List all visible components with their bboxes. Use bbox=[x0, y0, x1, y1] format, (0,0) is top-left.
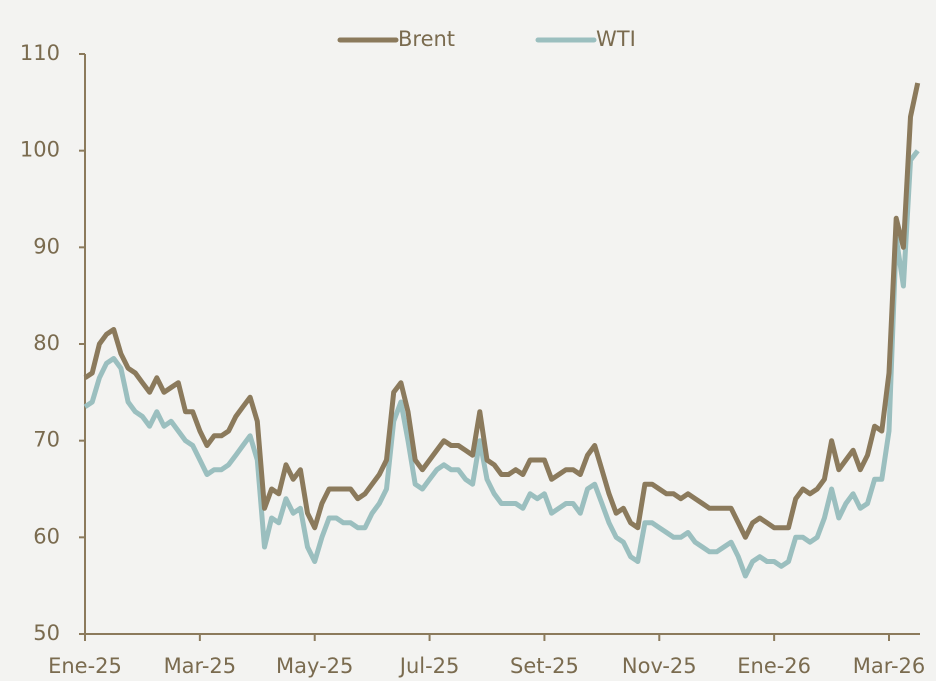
x-tick-label: Mar-25 bbox=[164, 654, 237, 678]
y-tick-label: 50 bbox=[33, 621, 60, 645]
x-tick-label: Mar-26 bbox=[853, 654, 926, 678]
y-tick-label: 110 bbox=[20, 41, 60, 65]
x-tick-label: Ene-25 bbox=[48, 654, 122, 678]
x-tick-label: Ene-26 bbox=[737, 654, 811, 678]
y-tick-label: 70 bbox=[33, 428, 60, 452]
legend-label: Brent bbox=[398, 27, 455, 51]
legend-label: WTI bbox=[596, 27, 636, 51]
series-line bbox=[83, 82, 921, 540]
series-line bbox=[83, 149, 920, 579]
y-tick-label: 80 bbox=[33, 331, 60, 355]
x-tick-label: Nov-25 bbox=[622, 654, 697, 678]
y-tick-label: 60 bbox=[33, 524, 60, 548]
x-tick-label: Jul-25 bbox=[398, 654, 460, 678]
y-tick-label: 100 bbox=[20, 138, 60, 162]
y-tick-label: 90 bbox=[33, 234, 60, 258]
x-tick-label: May-25 bbox=[276, 654, 353, 678]
x-tick-label: Set-25 bbox=[510, 654, 579, 678]
